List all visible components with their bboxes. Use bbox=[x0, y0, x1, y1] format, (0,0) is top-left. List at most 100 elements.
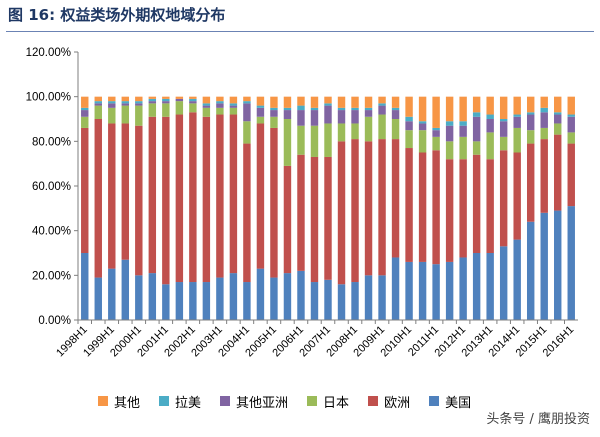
bar-segment bbox=[378, 96, 386, 104]
bar-segment bbox=[378, 114, 386, 140]
bar-segment bbox=[351, 123, 359, 140]
bar-segment bbox=[229, 96, 238, 104]
bar-segment bbox=[135, 105, 143, 126]
bar-segment bbox=[216, 114, 224, 278]
bar-segment bbox=[472, 112, 481, 117]
bar-segment bbox=[94, 101, 102, 104]
bar-segment bbox=[243, 96, 251, 102]
bar-segment bbox=[405, 130, 413, 149]
bar-segment bbox=[121, 101, 130, 104]
bar-segment bbox=[554, 123, 562, 135]
y-tick-label: 80.00% bbox=[32, 136, 71, 148]
bar-segment bbox=[148, 103, 157, 117]
stacked-bar-chart: 0.00% 20.00% 40.00% 60.00% 80.00% 100.00% 120.… bbox=[26, 47, 578, 359]
bar-segment bbox=[567, 206, 575, 320]
bar-segment bbox=[526, 221, 535, 320]
bar-segment bbox=[175, 282, 184, 320]
bar-segment bbox=[418, 123, 427, 131]
y-tick-label: 100.00% bbox=[26, 92, 71, 104]
bar-segment bbox=[256, 123, 265, 269]
bar-segment bbox=[81, 110, 89, 117]
bar-segment bbox=[418, 121, 427, 124]
bar-segment bbox=[189, 96, 197, 99]
bar-segment bbox=[540, 112, 548, 128]
bar-segment bbox=[486, 159, 494, 253]
bar-segment bbox=[526, 96, 535, 113]
bar-segment bbox=[256, 96, 265, 106]
legend-item: 日本 bbox=[307, 392, 349, 411]
bar-segment bbox=[418, 96, 427, 122]
bar-segment bbox=[567, 116, 575, 133]
bar-segment bbox=[135, 275, 143, 320]
bar-segment bbox=[540, 96, 548, 108]
bar-segment bbox=[351, 110, 359, 124]
bar-segment bbox=[472, 116, 481, 142]
bar-segment bbox=[216, 103, 224, 108]
bar-segment bbox=[121, 259, 130, 320]
bar-segment bbox=[432, 96, 440, 128]
bar-segment bbox=[405, 121, 413, 131]
legend-item: 拉美 bbox=[159, 392, 201, 411]
bar-segment bbox=[472, 154, 481, 253]
bar-segment bbox=[94, 277, 102, 320]
legend-swatch bbox=[307, 396, 318, 406]
legend-item: 其他亚洲 bbox=[220, 392, 288, 411]
bar-segment bbox=[148, 101, 157, 104]
bar-segment bbox=[310, 282, 319, 320]
bar-segment bbox=[121, 96, 130, 102]
bar-segment bbox=[486, 114, 494, 119]
bar-segment bbox=[459, 121, 467, 126]
bar-segment bbox=[216, 107, 224, 115]
bar-segment bbox=[459, 136, 467, 160]
bar-segment bbox=[499, 246, 508, 320]
bar-segment bbox=[94, 103, 102, 106]
bar-segment bbox=[108, 107, 116, 124]
bar-segment bbox=[324, 96, 332, 104]
bar-segment bbox=[229, 273, 238, 320]
bar-segment bbox=[378, 105, 386, 115]
bar-segment bbox=[459, 159, 467, 258]
bar-segment bbox=[459, 257, 467, 320]
bar-segment bbox=[351, 282, 359, 320]
bar-segment bbox=[202, 103, 211, 106]
bar-segment bbox=[445, 261, 454, 320]
bar-segment bbox=[540, 127, 548, 140]
y-tick-label: 0.00% bbox=[38, 315, 71, 327]
bar-segment bbox=[216, 277, 224, 320]
bar-segment bbox=[337, 96, 346, 108]
bar-segment bbox=[310, 96, 319, 108]
bar-segment bbox=[364, 116, 373, 142]
bar-segment bbox=[540, 139, 548, 213]
bar-segment bbox=[351, 139, 359, 283]
bar-segment bbox=[243, 121, 251, 144]
bar-segment bbox=[567, 96, 575, 115]
bar-segment bbox=[108, 96, 116, 102]
bar-segment bbox=[513, 116, 521, 128]
bar-segment bbox=[554, 96, 562, 113]
legend-label: 其他 bbox=[114, 395, 141, 411]
bar-segment bbox=[418, 261, 427, 320]
bar-segment bbox=[283, 96, 292, 108]
bar-segment bbox=[567, 143, 575, 207]
bar-segment bbox=[554, 114, 562, 124]
bar-segment bbox=[459, 125, 467, 137]
bar-segment bbox=[81, 107, 89, 111]
bar-segment bbox=[202, 282, 211, 320]
bar-segment bbox=[310, 125, 319, 157]
bar-segment bbox=[283, 107, 292, 111]
bar-segment bbox=[540, 212, 548, 320]
bar-segment bbox=[283, 273, 292, 320]
y-axis: 0.00% 20.00% 40.00% 60.00% 80.00% 100.00% 120.… bbox=[26, 47, 79, 327]
bar-segment bbox=[405, 148, 413, 262]
bar-segment bbox=[297, 125, 305, 155]
legend-label: 其他亚洲 bbox=[236, 395, 289, 411]
bar-segment bbox=[405, 116, 413, 122]
bar-segment bbox=[378, 275, 386, 320]
bar-segment bbox=[229, 103, 238, 106]
bar-segment bbox=[337, 141, 346, 285]
bar-segment bbox=[324, 103, 332, 106]
bar-segment bbox=[121, 123, 130, 260]
bar-segment bbox=[202, 107, 211, 117]
bar-segment bbox=[364, 96, 373, 108]
bar-segment bbox=[486, 119, 494, 133]
